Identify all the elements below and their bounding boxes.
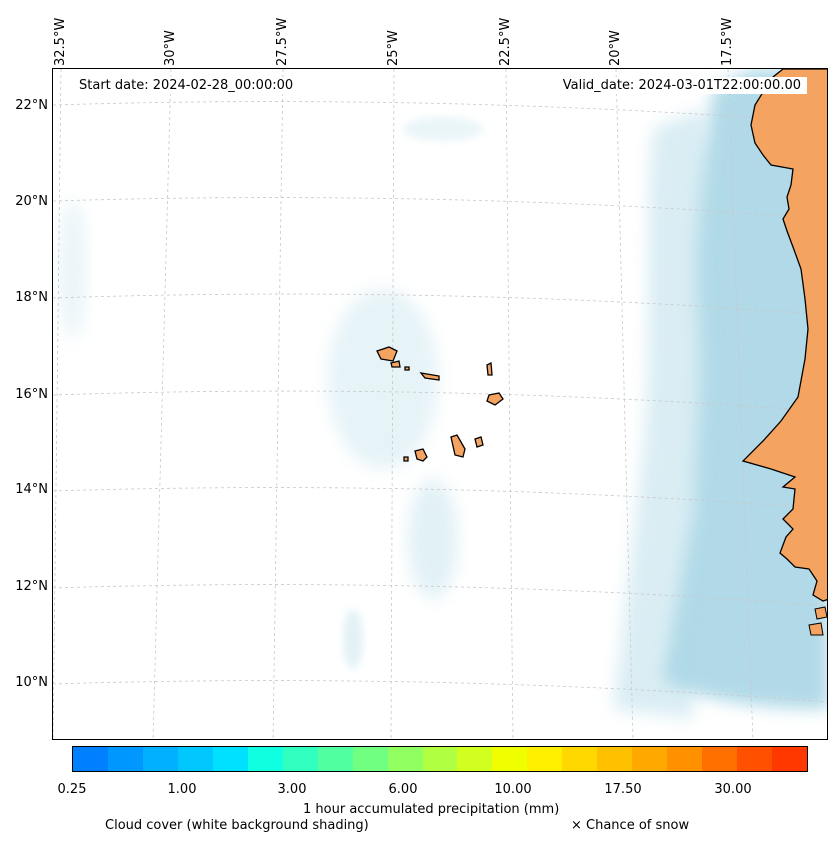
colorbar-tick-2: 3.00 [277,782,307,797]
precipitation-colorbar [72,746,808,772]
colorbar-segment-3 [177,747,213,771]
parallel-18n [53,293,827,316]
bijagos-island-2 [808,622,824,636]
colorbar-segment-8 [352,747,388,771]
colorbar-segment-12 [492,747,528,771]
cloud-patch-south [408,479,458,599]
cape-verde-islands [376,346,504,462]
colorbar-segment-17 [667,747,703,771]
parallel-10n [53,680,827,703]
valid-date-label: Valid_date: 2024-03-01T22:00:00.00 [556,77,807,94]
colorbar-segment-1 [107,747,143,771]
meridian-17-5w [727,69,754,739]
colorbar-segment-7 [317,747,353,771]
lat-label-10n: 10°N [15,675,48,690]
cloud-cover-layer [59,69,827,719]
lon-label-22-5w: 22.5°W [498,17,513,66]
island-maio [474,436,484,448]
lon-label-20w: 20°W [608,30,623,66]
map-panel[interactable]: Start date: 2024-02-28_00:00:00 Valid_da… [52,68,828,740]
cloud-patch-southwest [343,609,363,669]
island-boa-vista [486,392,504,406]
lon-label-32-5w: 32.5°W [53,17,68,66]
island-fogo [414,448,428,462]
colorbar-tick-3: 6.00 [388,782,418,797]
island-brava [403,456,409,462]
lat-label-22n: 22°N [15,98,48,113]
lon-label-30w: 30°W [163,30,178,66]
island-santa-luzia [404,366,410,371]
colorbar-segment-4 [212,747,248,771]
colorbar-segment-20 [772,747,808,771]
lat-label-16n: 16°N [15,387,48,402]
parallel-14n [53,487,827,510]
colorbar-segment-13 [527,747,563,771]
coastal-cloud-haze [613,109,712,719]
meridian-27-5w [272,69,284,739]
colorbar-tick-5: 17.50 [604,782,642,797]
colorbar-segment-10 [422,747,458,771]
cloud-patch-west [59,199,87,339]
meridian-25w [390,69,395,739]
lat-label-12n: 12°N [15,579,48,594]
bijagos-island-1 [814,606,827,620]
lon-label-25w: 25°W [386,30,401,66]
colorbar-segment-18 [702,747,738,771]
colorbar-segment-19 [737,747,773,771]
lat-label-20n: 20°N [15,194,48,209]
colorbar-tick-1: 1.00 [167,782,197,797]
meridian-30w [152,69,172,739]
parallel-22n [53,101,827,124]
colorbar-segment-11 [457,747,493,771]
africa-landmass [741,69,827,602]
lon-label-27-5w: 27.5°W [275,17,290,66]
colorbar-segment-16 [632,747,668,771]
island-santiago [450,434,466,458]
colorbar-tick-0: 0.25 [57,782,87,797]
cloud-cover-legend: Cloud cover (white background shading) [105,818,369,833]
colorbar-segment-15 [597,747,633,771]
parallel-20n [53,197,827,220]
map-canvas [53,69,827,739]
meridian-22-5w [505,69,514,739]
colorbar-segment-2 [142,747,178,771]
meridian-20w [615,69,634,739]
cloud-patch-islands [328,289,438,469]
colorbar-segment-14 [562,747,598,771]
island-santo-antao [376,346,398,362]
colorbar-segment-0 [73,747,108,771]
colorbar-tick-4: 10.00 [494,782,532,797]
parallel-12n [53,584,827,607]
meridian-32-5w [53,69,62,739]
lat-label-14n: 14°N [15,482,48,497]
colorbar-tick-6: 30.00 [714,782,752,797]
start-date-label: Start date: 2024-02-28_00:00:00 [73,77,300,94]
lon-label-17-5w: 17.5°W [720,17,735,66]
snow-legend: × Chance of snow [571,818,690,833]
graticule [53,69,827,739]
colorbar-title: 1 hour accumulated precipitation (mm) [303,802,560,817]
parallel-16n [53,390,827,413]
colorbar-segment-6 [282,747,318,771]
lat-label-18n: 18°N [15,290,48,305]
island-sal [486,361,493,376]
colorbar-segment-9 [387,747,423,771]
cloud-patch-north [403,117,483,141]
colorbar-segment-5 [247,747,283,771]
island-sao-nicolau [419,372,440,381]
island-sao-vicente [390,360,401,368]
